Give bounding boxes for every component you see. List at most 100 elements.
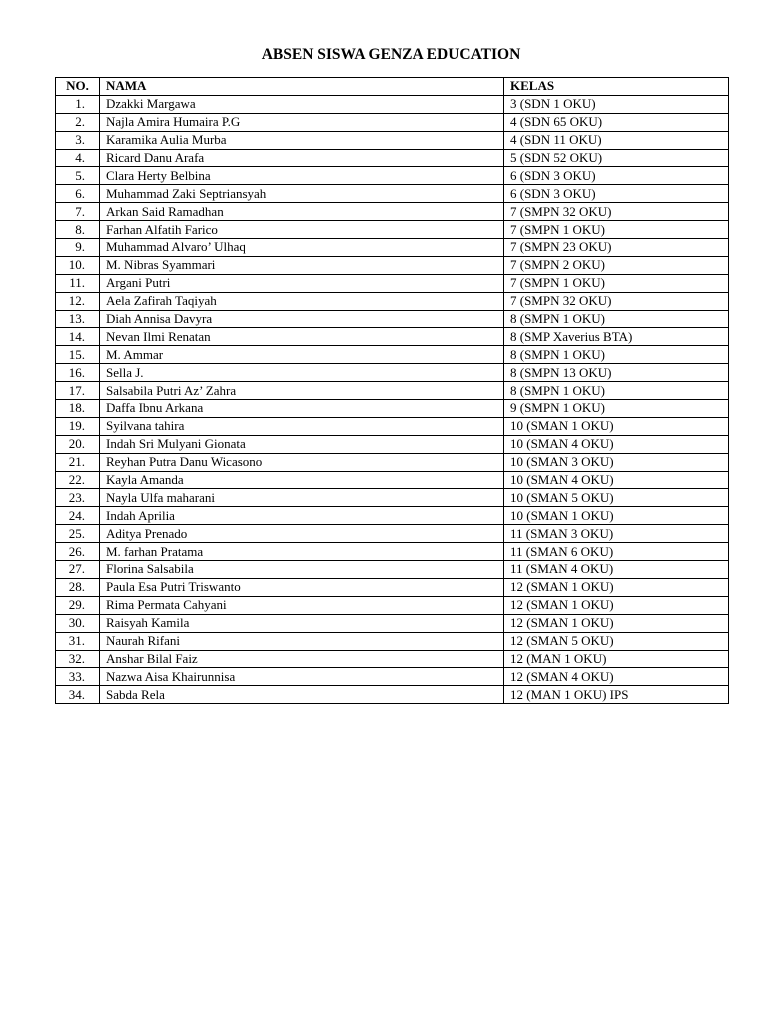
cell-nama: Diah Annisa Davyra xyxy=(99,309,504,329)
cell-no: 7. xyxy=(55,202,100,222)
table-row: 30. Raisyah Kamila 12 (SMAN 1 OKU) xyxy=(55,613,729,633)
table-row: 32. Anshar Bilal Faiz 12 (MAN 1 OKU) xyxy=(55,649,729,669)
cell-nama: Ricard Danu Arafa xyxy=(99,148,504,168)
table-row: 2. Najla Amira Humaira P.G 4 (SDN 65 OKU) xyxy=(55,112,729,132)
cell-nama: Karamika Aulia Murba xyxy=(99,130,504,150)
cell-kelas: 12 (SMAN 4 OKU) xyxy=(503,667,729,687)
cell-nama: Rima Permata Cahyani xyxy=(99,595,504,615)
cell-no: 17. xyxy=(55,381,100,401)
cell-kelas: 4 (SDN 11 OKU) xyxy=(503,130,729,150)
cell-nama: Syilvana tahira xyxy=(99,416,504,436)
table-row: 3. Karamika Aulia Murba 4 (SDN 11 OKU) xyxy=(55,130,729,150)
table-row: 33. Nazwa Aisa Khairunnisa 12 (SMAN 4 OKU) xyxy=(55,667,729,687)
cell-nama: Daffa Ibnu Arkana xyxy=(99,399,504,418)
cell-kelas: 10 (SMAN 3 OKU) xyxy=(503,452,729,472)
table-row: 4. Ricard Danu Arafa 5 (SDN 52 OKU) xyxy=(55,148,729,168)
table-row: 16. Sella J. 8 (SMPN 13 OKU) xyxy=(55,363,729,383)
table-row: 29. Rima Permata Cahyani 12 (SMAN 1 OKU) xyxy=(55,595,729,615)
table-row: 6. Muhammad Zaki Septriansyah 6 (SDN 3 OKU… xyxy=(55,184,729,204)
cell-no: 22. xyxy=(55,470,100,490)
table-row: 14. Nevan Ilmi Renatan 8 (SMP Xaverius BTA… xyxy=(55,327,729,347)
cell-no: 3. xyxy=(55,130,100,150)
cell-no: 2. xyxy=(55,112,100,132)
cell-nama: Argani Putri xyxy=(99,273,504,293)
cell-no: 5. xyxy=(55,166,100,186)
cell-no: 28. xyxy=(55,577,100,597)
cell-nama: Aela Zafirah Taqiyah xyxy=(99,291,504,311)
cell-kelas: 6 (SDN 3 OKU) xyxy=(503,166,729,186)
table-row: 5. Clara Herty Belbina 6 (SDN 3 OKU) xyxy=(55,166,729,186)
cell-nama: Najla Amira Humaira P.G xyxy=(99,112,504,132)
cell-no: 6. xyxy=(55,184,100,204)
cell-no: 4. xyxy=(55,148,100,168)
cell-kelas: 3 (SDN 1 OKU) xyxy=(503,94,729,114)
cell-kelas: 11 (SMAN 6 OKU) xyxy=(503,542,729,562)
table-row: 27. Florina Salsabila 11 (SMAN 4 OKU) xyxy=(55,560,729,579)
cell-no: 34. xyxy=(55,685,100,705)
cell-nama: Muhammad Zaki Septriansyah xyxy=(99,184,504,204)
cell-kelas: 7 (SMPN 32 OKU) xyxy=(503,291,729,311)
cell-no: 12. xyxy=(55,291,100,311)
cell-kelas: 10 (SMAN 1 OKU) xyxy=(503,506,729,526)
cell-nama: Clara Herty Belbina xyxy=(99,166,504,186)
cell-kelas: 6 (SDN 3 OKU) xyxy=(503,184,729,204)
table-row: 23. Nayla Ulfa maharani 10 (SMAN 5 OKU) xyxy=(55,488,729,508)
table-row: 31. Naurah Rifani 12 (SMAN 5 OKU) xyxy=(55,631,729,651)
cell-kelas: 10 (SMAN 4 OKU) xyxy=(503,434,729,454)
attendance-table: NO. NAMA KELAS 1. Dzakki Margawa 3 (SDN 1 … xyxy=(55,77,729,705)
cell-no: 18. xyxy=(55,399,100,418)
cell-kelas: 12 (SMAN 5 OKU) xyxy=(503,631,729,651)
cell-no: 14. xyxy=(55,327,100,347)
cell-kelas: 8 (SMPN 1 OKU) xyxy=(503,309,729,329)
cell-nama: Sella J. xyxy=(99,363,504,383)
cell-kelas: 11 (SMAN 4 OKU) xyxy=(503,560,729,579)
cell-nama: Reyhan Putra Danu Wicasono xyxy=(99,452,504,472)
cell-kelas: 7 (SMPN 32 OKU) xyxy=(503,202,729,222)
cell-no: 25. xyxy=(55,524,100,544)
cell-nama: Naurah Rifani xyxy=(99,631,504,651)
cell-no: 24. xyxy=(55,506,100,526)
cell-no: 16. xyxy=(55,363,100,383)
cell-kelas: 8 (SMP Xaverius BTA) xyxy=(503,327,729,347)
cell-nama: M. Nibras Syammari xyxy=(99,255,504,275)
cell-no: 32. xyxy=(55,649,100,669)
cell-no: 20. xyxy=(55,434,100,454)
cell-kelas: 10 (SMAN 5 OKU) xyxy=(503,488,729,508)
cell-kelas: 7 (SMPN 1 OKU) xyxy=(503,220,729,240)
cell-nama: Farhan Alfatih Farico xyxy=(99,220,504,240)
cell-kelas: 9 (SMPN 1 OKU) xyxy=(503,399,729,418)
cell-no: 8. xyxy=(55,220,100,240)
cell-no: 10. xyxy=(55,255,100,275)
cell-nama: Nayla Ulfa maharani xyxy=(99,488,504,508)
table-row: 1. Dzakki Margawa 3 (SDN 1 OKU) xyxy=(55,94,729,114)
cell-nama: Raisyah Kamila xyxy=(99,613,504,633)
cell-nama: Arkan Said Ramadhan xyxy=(99,202,504,222)
cell-kelas: 8 (SMPN 13 OKU) xyxy=(503,363,729,383)
cell-no: 19. xyxy=(55,416,100,436)
cell-no: 21. xyxy=(55,452,100,472)
cell-no: 15. xyxy=(55,345,100,365)
cell-nama: Sabda Rela xyxy=(99,685,504,705)
table-row: 22. Kayla Amanda 10 (SMAN 4 OKU) xyxy=(55,470,729,490)
table-row: 20. Indah Sri Mulyani Gionata 10 (SMAN 4 O… xyxy=(55,434,729,454)
table-row: 28. Paula Esa Putri Triswanto 12 (SMAN 1 O… xyxy=(55,577,729,597)
cell-nama: Indah Aprilia xyxy=(99,506,504,526)
cell-kelas: 8 (SMPN 1 OKU) xyxy=(503,345,729,365)
table-row: 24. Indah Aprilia 10 (SMAN 1 OKU) xyxy=(55,506,729,526)
table-row: 9. Muhammad Alvaro’ Ulhaq 7 (SMPN 23 OKU) xyxy=(55,238,729,257)
cell-nama: Nazwa Aisa Khairunnisa xyxy=(99,667,504,687)
table-row: 8. Farhan Alfatih Farico 7 (SMPN 1 OKU) xyxy=(55,220,729,240)
table-row: 19. Syilvana tahira 10 (SMAN 1 OKU) xyxy=(55,416,729,436)
cell-kelas: 12 (MAN 1 OKU) xyxy=(503,649,729,669)
cell-kelas: 4 (SDN 65 OKU) xyxy=(503,112,729,132)
cell-kelas: 8 (SMPN 1 OKU) xyxy=(503,381,729,401)
header-no: NO. xyxy=(55,77,100,96)
header-kelas: KELAS xyxy=(503,77,729,96)
cell-kelas: 7 (SMPN 23 OKU) xyxy=(503,238,729,257)
cell-no: 27. xyxy=(55,560,100,579)
cell-kelas: 12 (SMAN 1 OKU) xyxy=(503,577,729,597)
table-header-row: NO. NAMA KELAS xyxy=(55,77,729,96)
cell-nama: Aditya Prenado xyxy=(99,524,504,544)
cell-kelas: 7 (SMPN 1 OKU) xyxy=(503,273,729,293)
cell-kelas: 5 (SDN 52 OKU) xyxy=(503,148,729,168)
